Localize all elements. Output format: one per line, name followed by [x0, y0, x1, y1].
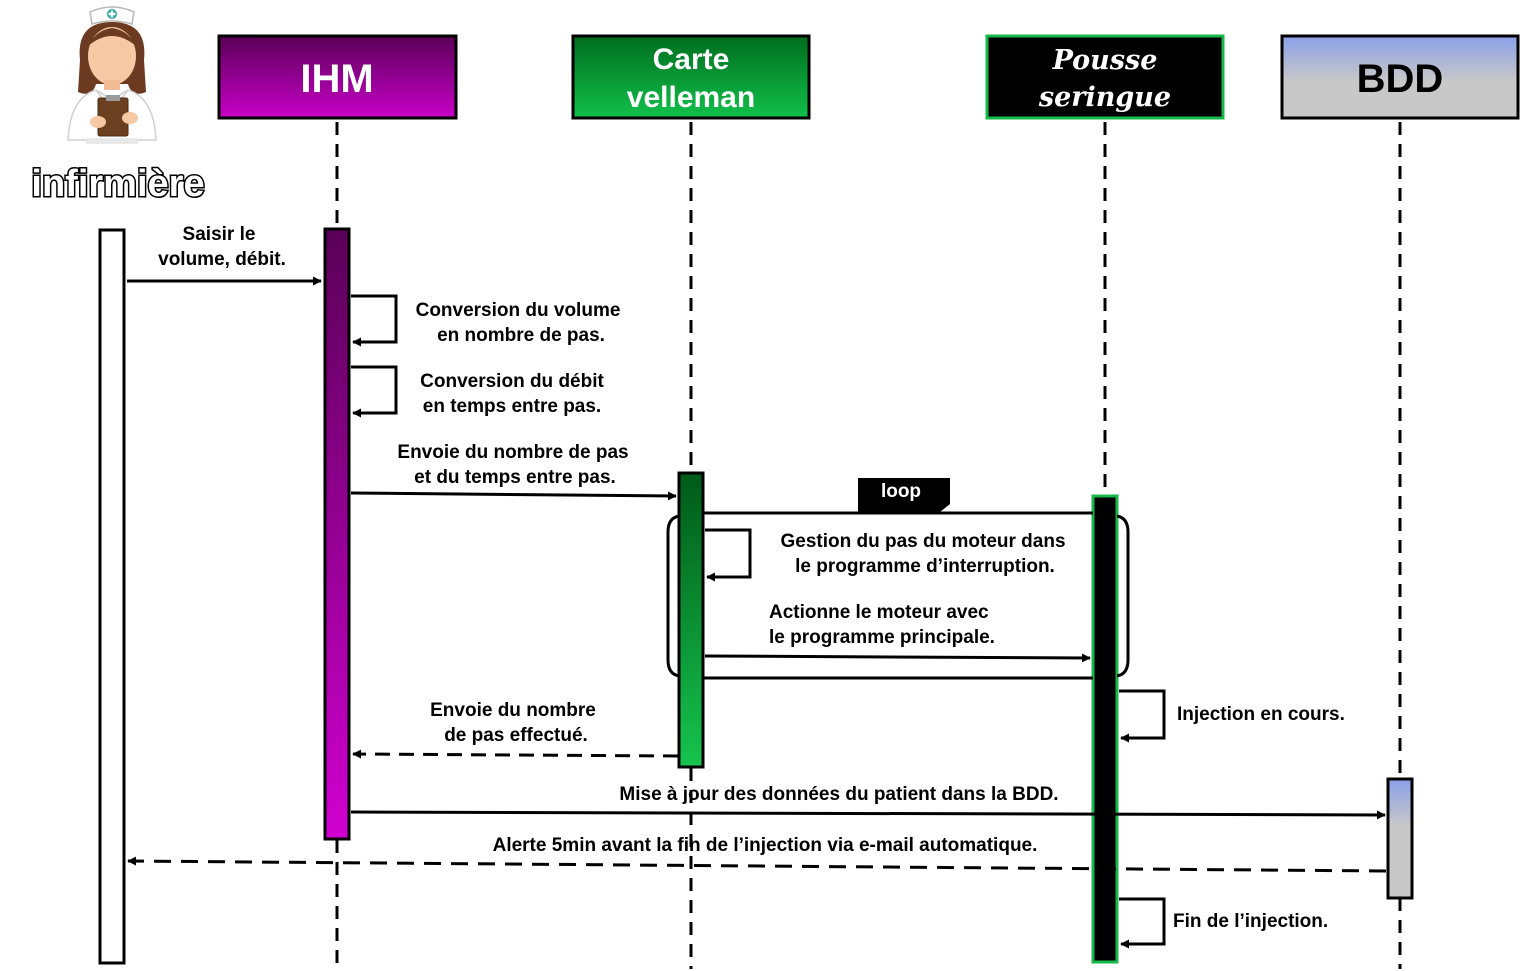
- carte-label-line1: Carte: [653, 43, 730, 76]
- msg-conv-volume-line2: en nombre de pas.: [437, 325, 605, 346]
- pousse-activation-bar: [1091, 494, 1119, 964]
- msg-injection-cours-line1: Injection en cours.: [1177, 704, 1345, 725]
- msg-alerte-arrow: [127, 856, 1387, 873]
- ihm-label: IHM: [300, 57, 373, 101]
- msg-actionne-line2: le programme principale.: [769, 627, 995, 648]
- msg-saisir-line1: Saisir le: [183, 224, 256, 245]
- bdd-label: BDD: [1357, 57, 1444, 101]
- msg-saisir-line2: volume, débit.: [158, 249, 286, 270]
- loop-label: loop: [881, 481, 921, 502]
- msg-fin-injection-line1: Fin de l’injection.: [1173, 911, 1328, 932]
- participant-pousse: Pousse seringue: [985, 34, 1225, 120]
- msg-conv-volume-line1: Conversion du volume: [416, 300, 621, 321]
- msg-conv-debit-line2: en temps entre pas.: [423, 396, 601, 417]
- msg-actionne-arrow: [704, 653, 1091, 663]
- msg-envoie-effectue-arrow: [352, 749, 679, 759]
- msg-conv-volume-arrow: [351, 294, 398, 347]
- msg-conv-debit-arrow: [351, 365, 398, 418]
- msg-envoie-nombre-line1: Envoie du nombre de pas: [397, 442, 628, 463]
- carte-label-line2: velleman: [627, 81, 755, 114]
- pousse-label-line1: Pousse: [1052, 45, 1158, 76]
- msg-gestion-pas-arrow: [705, 528, 752, 582]
- msg-mise-a-jour-line1: Mise à jour des données du patient dans …: [619, 784, 1058, 805]
- nurse-icon: [67, 6, 157, 144]
- msg-injection-cours-arrow: [1119, 689, 1166, 743]
- msg-gestion-pas-line2: le programme d’interruption.: [795, 556, 1055, 577]
- ihm-activation-bar: [323, 227, 351, 841]
- msg-envoie-effectue-line2: de pas effectué.: [444, 725, 588, 746]
- pousse-label-line2: seringue: [1038, 82, 1171, 113]
- bdd-activation-bar: [1386, 777, 1414, 900]
- msg-fin-injection-arrow: [1119, 897, 1166, 949]
- participant-carte: Carte velleman: [571, 34, 811, 120]
- msg-envoie-nombre-arrow: [350, 491, 677, 501]
- actor-name: infirmière: [31, 163, 204, 205]
- msg-gestion-pas-line1: Gestion du pas du moteur dans: [780, 531, 1065, 552]
- msg-envoie-nombre-line2: et du temps entre pas.: [414, 467, 616, 488]
- msg-conv-debit-line1: Conversion du débit: [420, 371, 604, 392]
- msg-actionne-line1: Actionne le moteur avec: [769, 602, 989, 623]
- loop-frame: loop: [666, 478, 1130, 680]
- participant-ihm: IHM: [217, 34, 458, 120]
- participant-bdd: BDD: [1280, 34, 1520, 120]
- msg-envoie-effectue-line1: Envoie du nombre: [430, 700, 596, 721]
- carte-activation-bar: [677, 471, 705, 769]
- msg-mise-a-jour-arrow: [350, 810, 1386, 820]
- msg-alerte-line1: Alerte 5min avant la fin de l’injection …: [493, 835, 1038, 856]
- actor-activation-bar: [98, 228, 126, 965]
